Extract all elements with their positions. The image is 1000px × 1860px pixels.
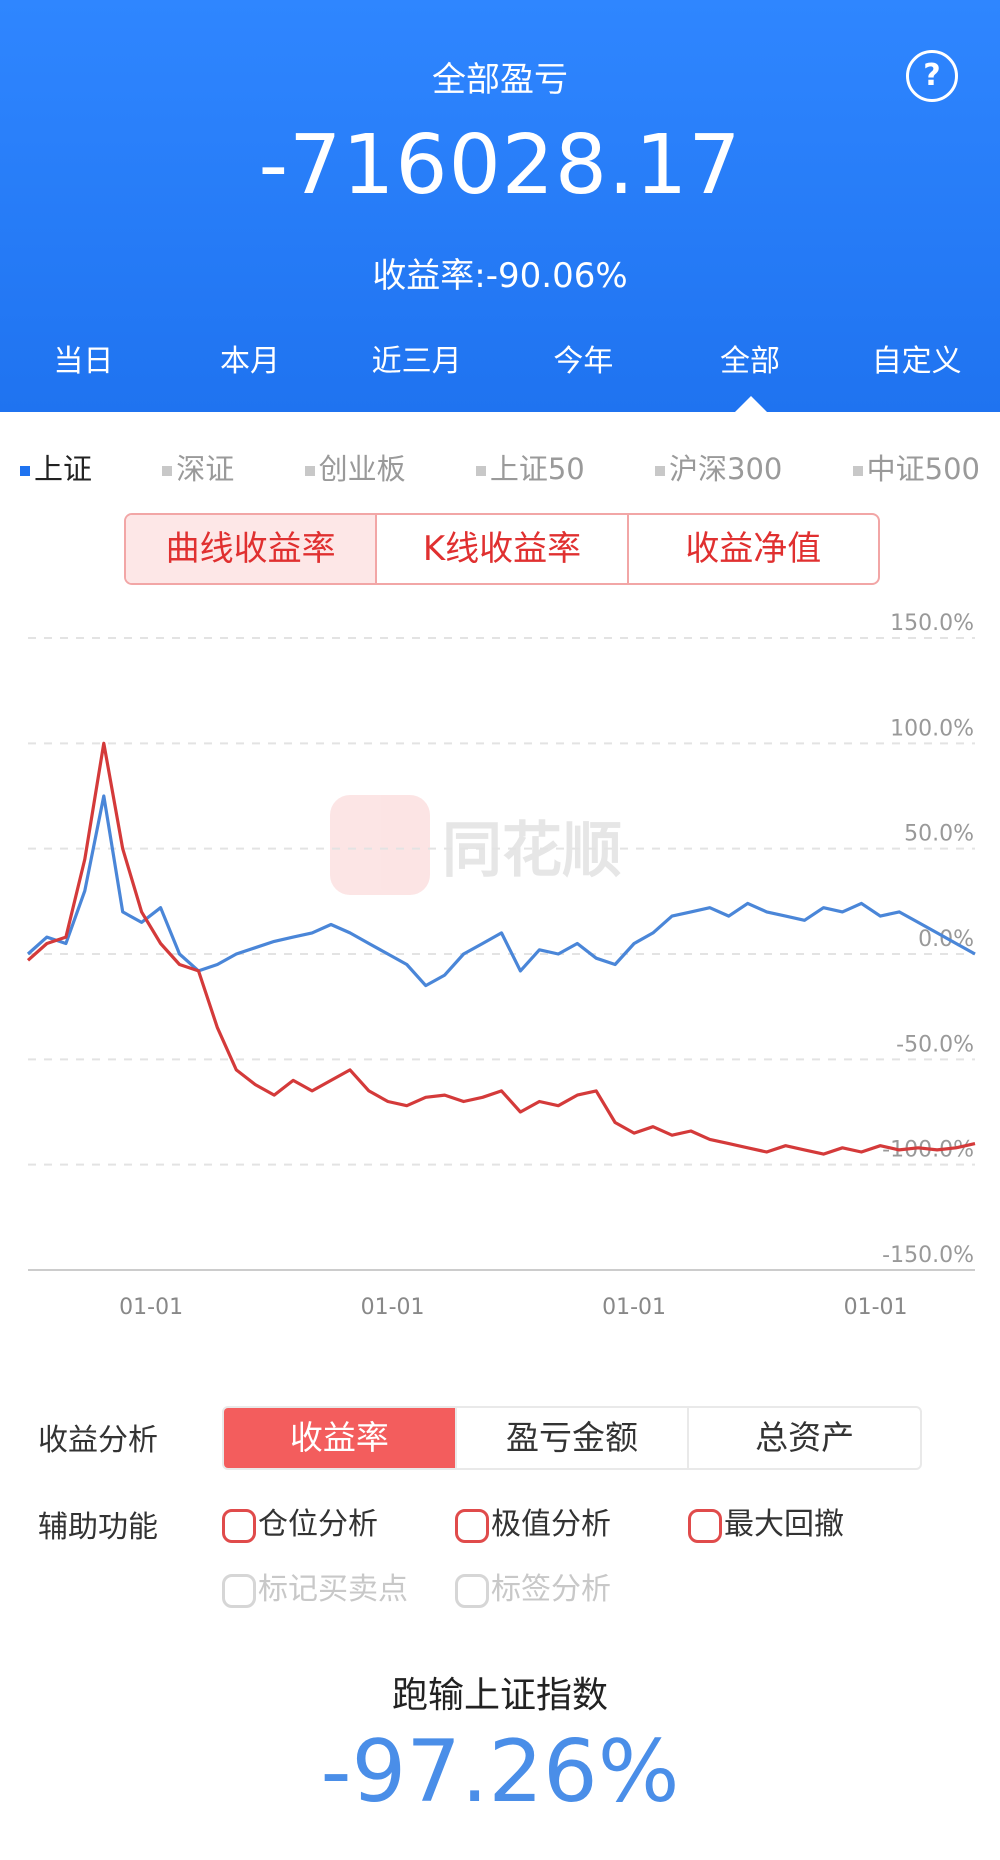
extreme-analysis-checkbox[interactable]: 极值分析 [455, 1499, 611, 1543]
index-selector: 上证 深证 创业板 上证50 沪深300 中证500 [20, 446, 980, 488]
position-analysis-checkbox[interactable]: 仓位分析 [222, 1499, 378, 1543]
index-shanghai[interactable]: 上证 [20, 446, 92, 488]
checkbox-label: 仓位分析 [258, 1507, 378, 1542]
help-icon[interactable]: ? [906, 50, 958, 102]
kline-return-button[interactable]: K线收益率 [377, 515, 629, 583]
checkbox-label: 最大回撤 [724, 1507, 844, 1542]
checkbox-label: 极值分析 [491, 1507, 611, 1542]
checkbox-box [455, 1573, 489, 1608]
return-rate: 收益率:-90.06% [372, 256, 628, 296]
x-tick-label: 01-01 [119, 1295, 183, 1320]
tab-today[interactable]: 当日 [53, 344, 114, 379]
net-value-button[interactable]: 收益净值 [685, 529, 822, 569]
y-tick-label: -50.0% [896, 1032, 974, 1057]
index-sse50[interactable]: 上证50 [475, 446, 585, 488]
analysis-label: 收益分析 [38, 1423, 158, 1458]
index-shenzhen[interactable]: 深证 [162, 446, 234, 488]
index-chinext[interactable]: 创业板 [304, 446, 406, 488]
tab-three-months[interactable]: 近三月 [371, 344, 462, 379]
period-tabs: 当日 本月 近三月 今年 全部 自定义 [0, 336, 1000, 384]
index-label: 上证 [34, 452, 93, 486]
underperform-label: 跑输上证指数 [391, 1675, 608, 1716]
header: 全部盈亏 ? -716028.17 收益率:-90.06% 当日 本月 近三月 … [0, 0, 1000, 412]
aux-label: 辅助功能 [38, 1510, 158, 1545]
checkbox-box [455, 1508, 489, 1543]
index-label: 创业板 [318, 452, 406, 486]
index-label: 沪深300 [669, 452, 783, 486]
index-label: 中证500 [866, 452, 980, 486]
x-tick-label: 01-01 [602, 1295, 666, 1320]
active-tab-indicator [735, 396, 767, 412]
total-pnl-value: -716028.17 [258, 118, 742, 213]
checkbox-label: 标记买卖点 [258, 1572, 408, 1607]
index-csi500[interactable]: 中证500 [852, 446, 980, 488]
max-drawdown-checkbox[interactable]: 最大回撤 [688, 1499, 844, 1543]
index-csi300[interactable]: 沪深300 [655, 446, 782, 488]
return-chart: 150.0%100.0%50.0%0.0%-50.0%-100.0%-150.0… [26, 611, 976, 1320]
legend-dot [304, 466, 315, 476]
checkbox-box [688, 1508, 722, 1543]
return-rate-button[interactable]: 收益率 [224, 1408, 457, 1468]
analysis-selector: 收益率 盈亏金额 总资产 [222, 1406, 922, 1470]
watermark: 同花顺 [330, 795, 622, 895]
x-tick-label: 01-01 [361, 1295, 425, 1320]
checkbox-box [222, 1508, 256, 1543]
mark-trades-checkbox[interactable]: 标记买卖点 [222, 1564, 408, 1608]
legend-dot [655, 466, 666, 476]
checkbox-box [222, 1573, 256, 1608]
pnl-amount-button[interactable]: 盈亏金额 [457, 1408, 690, 1468]
y-tick-label: 50.0% [904, 822, 974, 847]
watermark-text: 同花顺 [442, 815, 622, 886]
legend-dot [20, 466, 30, 476]
tab-custom[interactable]: 自定义 [871, 344, 962, 379]
tab-month[interactable]: 本月 [220, 344, 280, 379]
index-label: 深证 [176, 452, 235, 486]
x-tick-label: 01-01 [844, 1295, 908, 1320]
legend-dot [475, 466, 486, 476]
chart-type-selector: 曲线收益率 K线收益率 收益净值 [124, 513, 880, 585]
y-tick-label: 100.0% [890, 716, 974, 741]
page-title: 全部盈亏 [432, 60, 568, 100]
y-tick-label: 150.0% [890, 611, 974, 636]
tag-analysis-checkbox[interactable]: 标签分析 [455, 1564, 611, 1608]
index-series-line [26, 794, 976, 988]
y-tick-label: -150.0% [882, 1243, 974, 1268]
legend-dot [852, 466, 863, 476]
curve-return-button[interactable]: 曲线收益率 [126, 515, 378, 583]
total-assets-button[interactable]: 总资产 [755, 1418, 855, 1457]
tab-this-year[interactable]: 今年 [553, 344, 614, 379]
legend-dot [162, 466, 173, 476]
tab-all[interactable]: 全部 [720, 344, 781, 379]
checkbox-label: 标签分析 [491, 1572, 611, 1607]
portfolio-series-line [26, 741, 976, 1156]
underperform-value: -97.26% [320, 1722, 680, 1822]
index-label: 上证50 [489, 452, 585, 486]
watermark-logo-icon [330, 795, 430, 895]
